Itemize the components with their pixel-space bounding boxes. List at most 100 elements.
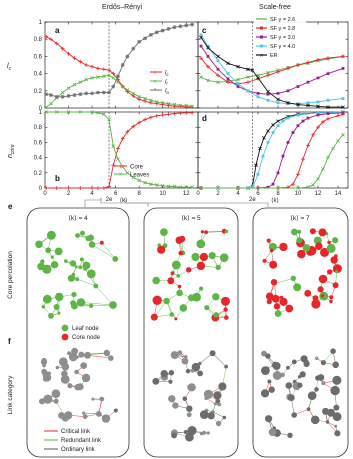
node-f2-17 [224, 364, 229, 369]
point-a-1-8 [90, 76, 94, 80]
point-b-1-16 [155, 183, 159, 187]
point-a-2-18 [143, 36, 147, 41]
node-f2-26 [186, 412, 192, 418]
node-e3-3 [271, 294, 280, 303]
ytick-label-a-0: 0 [39, 106, 43, 112]
point-d-4-2 [276, 186, 280, 190]
node-e1-18 [55, 292, 64, 302]
point-a-2-16 [131, 46, 136, 51]
node-f2-9 [207, 412, 215, 420]
point-d-2-3 [266, 185, 270, 189]
point-a-2-3 [60, 94, 65, 99]
node-e1-15 [112, 256, 119, 262]
point-a-1-26 [190, 104, 194, 109]
node-e1-25 [42, 294, 52, 304]
node-e2-41 [224, 315, 229, 320]
network-f-k4 [39, 347, 118, 423]
node-f2-43 [177, 350, 183, 355]
node-f3-2 [332, 361, 340, 369]
plot-b: 0 2 4 6 8 10 12 0 0.2 0.4 0.6 0.8 1 2e ⟨k⟩ [34, 110, 199, 204]
node-e1-17 [54, 247, 63, 256]
point-a-2-8 [90, 91, 94, 96]
plot-c [197, 21, 349, 109]
node-f3-44 [299, 371, 306, 378]
node-e3-31 [273, 303, 281, 310]
point-c-2-11 [306, 80, 310, 84]
point-c-1-1 [206, 64, 210, 69]
point-b-1-19 [172, 184, 177, 189]
node-e2-37 [204, 305, 210, 311]
point-a-0-12 [111, 71, 116, 76]
node-e3-26 [304, 289, 312, 297]
node-f3-0 [306, 407, 311, 411]
node-e1-13 [45, 247, 52, 254]
svg-text:*: * [154, 89, 157, 95]
point-d-3-10 [316, 125, 320, 130]
point-d-1-13 [316, 111, 320, 115]
node-e3-8 [327, 269, 333, 275]
node-e3-10 [329, 299, 333, 304]
node-e3-25 [297, 229, 302, 234]
node-e2-19 [199, 252, 208, 262]
point-b-0-11 [125, 129, 130, 134]
point-a-1-15 [125, 88, 130, 92]
plot-a: 0 0.2 0.4 0.6 0.8 1 [34, 20, 199, 112]
point-c-4-10 [286, 101, 290, 105]
node-f3-8 [334, 424, 338, 428]
point-b-0-10 [120, 136, 125, 141]
point-b-0-5 [96, 186, 100, 190]
point-b-0-16 [154, 113, 159, 118]
point-a-1-13 [116, 80, 120, 85]
node-f3-15 [314, 387, 319, 392]
node-f1-17 [61, 370, 68, 378]
panel-letter-a: a [55, 26, 60, 35]
xlabel-d: ⟨k⟩ [271, 197, 279, 204]
xtick-label-d-3: 6 [256, 191, 260, 197]
point-b-0-1 [54, 186, 59, 190]
node-f1-6 [108, 355, 114, 361]
point-c-2-8 [276, 91, 280, 95]
point-a-0-3 [60, 46, 65, 51]
point-d-0-9 [271, 123, 275, 127]
point-a-0-19 [149, 100, 153, 105]
point-a-1-9 [96, 75, 100, 79]
point-c-2-13 [326, 72, 330, 75]
edge-f2-44 [212, 411, 225, 418]
node-f3-49 [300, 355, 308, 363]
plot-d: 0 2 4 6 8 10 12 14 2e ⟨k⟩ [196, 110, 349, 204]
point-c-3-13 [326, 98, 330, 102]
point-c-1-11 [306, 60, 310, 65]
edge-f1-16 [87, 355, 111, 359]
edge-f2-41 [212, 353, 227, 367]
point-c-4-15 [341, 105, 345, 109]
point-b-0-13 [137, 120, 142, 125]
point-a-1-3 [60, 90, 65, 95]
node-e3-35 [330, 256, 338, 264]
network-e-k7 [262, 228, 342, 317]
node-e3-38 [327, 240, 331, 245]
node-e1-23 [83, 267, 87, 271]
node-e3-36 [312, 295, 319, 302]
node-e3-9 [291, 228, 298, 236]
point-c-3-9 [286, 102, 290, 106]
node-f3-17 [287, 432, 293, 438]
point-c-2-10 [296, 85, 300, 88]
node-e3-6 [265, 292, 274, 301]
point-a-1-12 [111, 76, 116, 80]
node-e1-24 [71, 302, 78, 310]
node-f1-25 [78, 351, 85, 358]
point-a-2-9 [96, 90, 100, 95]
point-c-2-6 [256, 91, 260, 95]
node-f3-24 [265, 353, 271, 359]
point-c-2-2 [216, 67, 220, 71]
node-f1-20 [41, 357, 47, 364]
point-d-4-4 [306, 185, 310, 190]
legend-c-sf40: SF γ = 4.0 [270, 44, 295, 50]
point-c-1-14 [341, 54, 345, 59]
node-f2-18 [209, 350, 216, 357]
node-f1-39 [42, 373, 47, 377]
xtick-label-d-5: 10 [295, 191, 302, 197]
point-a-1-19 [149, 98, 153, 103]
edge-e1-38 [91, 244, 116, 260]
point-d-2-13 [326, 112, 330, 115]
